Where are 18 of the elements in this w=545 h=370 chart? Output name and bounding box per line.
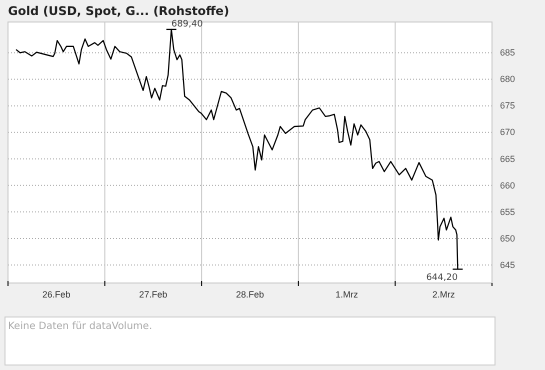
- y-tick-label: 650: [500, 233, 516, 244]
- y-tick-label: 655: [500, 206, 516, 217]
- y-tick-label: 680: [500, 74, 516, 84]
- annotation: 644,20: [426, 273, 458, 284]
- x-tick-label: 1.Mrz: [336, 289, 359, 300]
- x-tick-label: 28.Feb: [236, 289, 264, 300]
- y-tick-label: 665: [500, 154, 516, 164]
- x-tick-label: 27.Feb: [139, 289, 168, 300]
- chart-title: Gold (USD, Spot, G... (Rohstoffe): [8, 4, 230, 18]
- y-tick-label: 645: [500, 260, 516, 270]
- text: Keine Daten für dataVolume.: [8, 321, 152, 332]
- annotation: 689,40: [171, 19, 204, 30]
- y-tick-label: 660: [500, 180, 516, 190]
- y-tick-label: 670: [500, 127, 516, 138]
- x-tick-label: 26.Feb: [42, 289, 70, 300]
- x-tick-label: 2.Mrz: [432, 289, 456, 300]
- y-tick-label: 675: [500, 100, 516, 111]
- y-tick-label: 685: [500, 48, 516, 58]
